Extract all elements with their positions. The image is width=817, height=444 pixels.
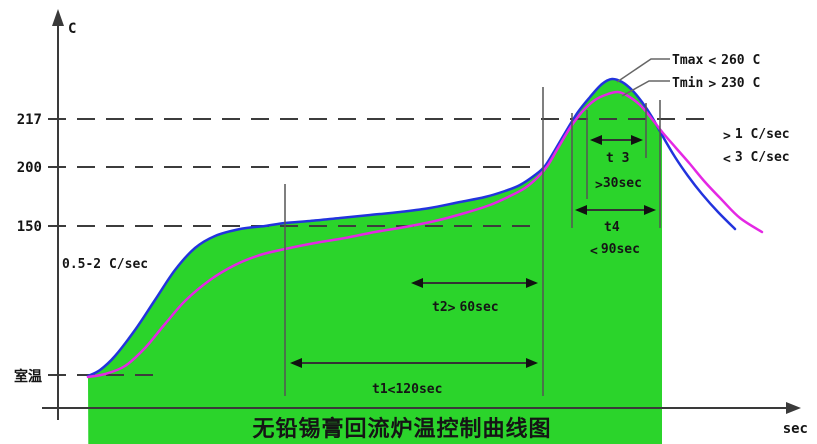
- x-axis-arrowhead-icon: [786, 402, 801, 414]
- t4-time-label: <90sec: [590, 242, 640, 259]
- y-axis-arrowhead-icon: [52, 9, 64, 26]
- tick-200: 200: [17, 160, 42, 176]
- chart-title: 无铅锡膏回流炉温控制曲线图: [252, 416, 551, 441]
- tick-room-temp: 室温: [14, 368, 42, 385]
- t3-label: t 3: [606, 151, 629, 166]
- cooling-rate-max-label: <3 C/sec: [723, 150, 790, 167]
- y-axis-unit-label: C: [68, 21, 76, 37]
- t4-label: t4: [604, 220, 620, 235]
- tmin-callout-line: [621, 80, 670, 97]
- t3-time-label: >30sec: [595, 176, 642, 193]
- cooling-rate-min-label: >1 C/sec: [723, 127, 790, 144]
- t1-label: t1<120sec: [372, 382, 442, 398]
- lower-limit-curve: [86, 90, 764, 379]
- x-axis-unit-label: sec: [783, 421, 808, 437]
- tolerance-band: [88, 78, 663, 444]
- ramp-up-rate-label: 0.5-2 C/sec: [62, 257, 148, 272]
- t2-label: t2> 60sec: [432, 300, 499, 316]
- tmax-label: Tmax <260 C: [672, 53, 760, 69]
- tick-217: 217: [17, 112, 42, 128]
- tmax-callout-line: [616, 58, 670, 83]
- tick-150: 150: [17, 219, 42, 235]
- tmin-label: Tmin >230 C: [672, 76, 760, 92]
- upper-limit-curve: [86, 77, 737, 378]
